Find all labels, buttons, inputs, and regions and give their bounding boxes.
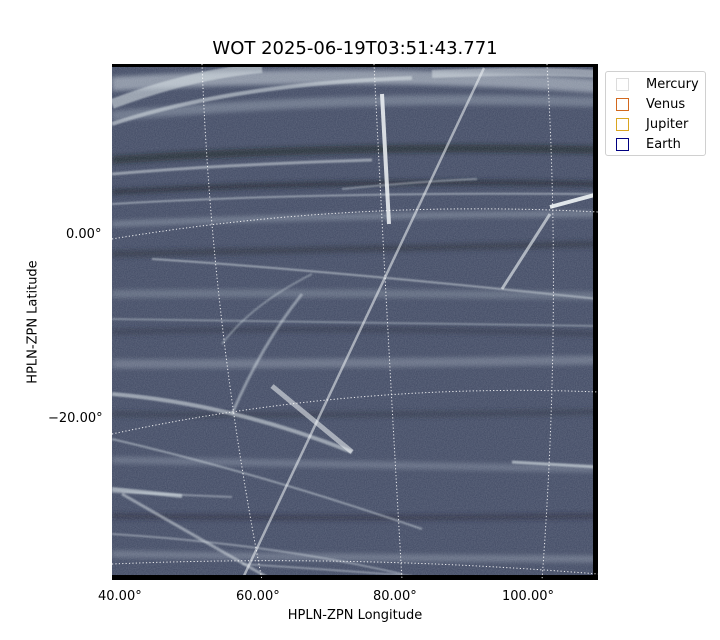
legend-item-venus: Venus xyxy=(616,95,685,113)
y-tick-label: 0.00° xyxy=(66,227,102,242)
x-tick-label: 80.00° xyxy=(373,589,417,604)
x-axis-label: HPLN-ZPN Longitude xyxy=(287,608,423,623)
x-tick-label: 40.00° xyxy=(98,589,142,604)
bottom-edge xyxy=(112,575,598,580)
top-edge xyxy=(112,64,598,67)
plot-title: WOT 2025-06-19T03:51:43.771 xyxy=(212,38,498,59)
coordinate-grid xyxy=(112,64,598,580)
legend-item-mercury: Mercury xyxy=(616,75,699,93)
legend-swatch xyxy=(616,77,629,91)
legend-swatch xyxy=(616,137,629,151)
sky-image xyxy=(112,64,598,580)
legend-label: Earth xyxy=(646,136,681,152)
x-tick-label: 100.00° xyxy=(502,589,554,604)
legend: Mercury Venus Jupiter Earth xyxy=(605,71,706,156)
right-edge xyxy=(593,64,598,580)
legend-item-jupiter: Jupiter xyxy=(616,115,688,133)
x-tick-label: 60.00° xyxy=(236,589,280,604)
legend-item-earth: Earth xyxy=(616,135,681,153)
legend-label: Venus xyxy=(646,96,686,112)
y-axis-label: HPLN-ZPN Latitude xyxy=(25,260,41,384)
y-tick-label: −20.00° xyxy=(48,411,103,426)
legend-label: Mercury xyxy=(646,76,699,92)
image-noise xyxy=(112,64,598,580)
legend-swatch xyxy=(616,117,629,131)
legend-label: Jupiter xyxy=(646,116,689,132)
legend-swatch xyxy=(616,97,629,111)
